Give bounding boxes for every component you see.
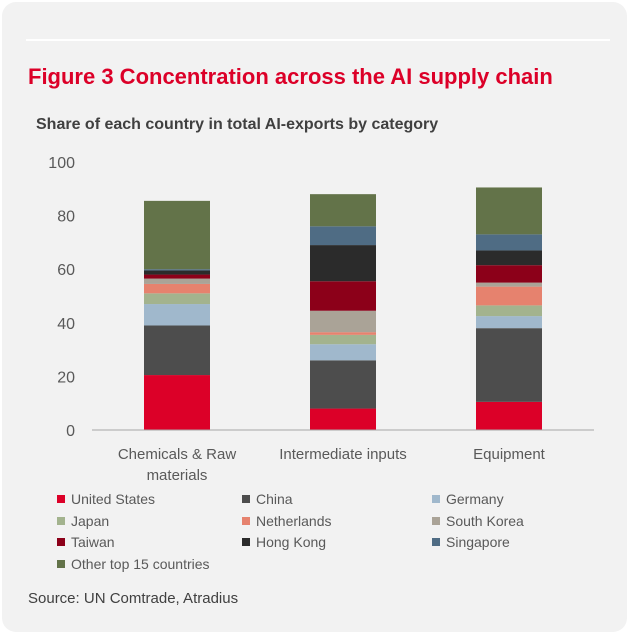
legend-label: United States [71, 491, 156, 507]
bar-segment [144, 270, 210, 275]
source-note: Source: UN Comtrade, Atradius [28, 590, 239, 607]
bar-segment [144, 293, 210, 305]
bar-segment [476, 282, 542, 287]
legend-swatch [57, 516, 65, 525]
bar-segment [310, 281, 376, 311]
legend-swatch [242, 495, 250, 503]
legend-item: Netherlands [242, 513, 332, 529]
legend-label: Germany [446, 491, 504, 507]
legend-swatch [57, 538, 65, 546]
legend-label: South Korea [446, 512, 524, 529]
legend-label: Hong Kong [256, 534, 327, 550]
legend-swatch [432, 516, 440, 525]
legend-swatch [242, 538, 250, 546]
bar-segment [310, 310, 376, 333]
legend-label: Netherlands [256, 512, 332, 529]
legend-item: Hong Kong [242, 534, 326, 550]
x-category-label: materials [147, 467, 208, 484]
bar-segment [310, 344, 376, 361]
legend-item: South Korea [432, 513, 524, 529]
bar-segment [144, 375, 210, 430]
legend-label: China [256, 491, 293, 507]
legend-label: Singapore [446, 534, 510, 550]
bar-segment [476, 328, 542, 402]
bar-segment [144, 283, 210, 294]
legend-swatch [57, 495, 65, 503]
bar-segment [144, 304, 210, 326]
x-category-label: Equipment [473, 446, 546, 463]
bar-segment [476, 316, 542, 329]
legend-item: Singapore [432, 534, 510, 550]
bar-segment [310, 332, 376, 335]
chart-card: Figure 3 Concentration across the AI sup… [2, 2, 627, 632]
top-divider [26, 39, 610, 41]
bar-segment [310, 334, 376, 345]
stacked-bar-chart: 0 20 40 60 80 100 Chemicals & Raw materials Inte… [48, 155, 594, 484]
bar-segment [310, 360, 376, 409]
bar-segment [310, 245, 376, 282]
legend-item: China [242, 491, 293, 507]
legend-label: Japan [71, 512, 110, 529]
bar-segment [476, 234, 542, 251]
bar-segment [476, 187, 542, 235]
bar-segment [144, 269, 210, 271]
legend-swatch [242, 516, 250, 525]
bar-segment [476, 265, 542, 283]
legend-item: Other top 15 countries [57, 556, 210, 572]
legend-label: Taiwan [71, 534, 115, 550]
chart-title: Figure 3 Concentration across the AI sup… [28, 64, 553, 89]
legend-item: Germany [432, 491, 504, 507]
bar-segment [476, 286, 542, 306]
x-category-label: Chemicals & Raw [118, 446, 237, 463]
legend-label: Other top 15 countries [71, 555, 210, 572]
legend-swatch [432, 495, 440, 503]
chart-subtitle: Share of each country in total AI-export… [36, 116, 439, 133]
bar-segment [310, 194, 376, 227]
x-category-label: Intermediate inputs [279, 446, 407, 463]
y-tick-label: 40 [57, 316, 75, 333]
bar-segment [144, 325, 210, 376]
bar-segment [144, 274, 210, 279]
y-tick-label: 0 [66, 423, 75, 440]
legend-swatch [432, 538, 440, 546]
legend-item: Japan [57, 513, 109, 529]
bar-segment [310, 408, 376, 430]
y-tick-label: 80 [57, 209, 75, 226]
legend-item: United States [57, 491, 155, 507]
bar-segment [310, 226, 376, 246]
bar-segment [144, 200, 210, 270]
y-tick-label: 100 [48, 155, 75, 172]
legend-item: Taiwan [57, 534, 115, 550]
bar-segment [476, 305, 542, 317]
bar-segment [476, 250, 542, 266]
y-tick-label: 60 [57, 262, 75, 279]
bar-segment [476, 401, 542, 430]
y-tick-label: 20 [57, 369, 75, 386]
bar-segment [144, 278, 210, 284]
legend-swatch [57, 559, 65, 568]
